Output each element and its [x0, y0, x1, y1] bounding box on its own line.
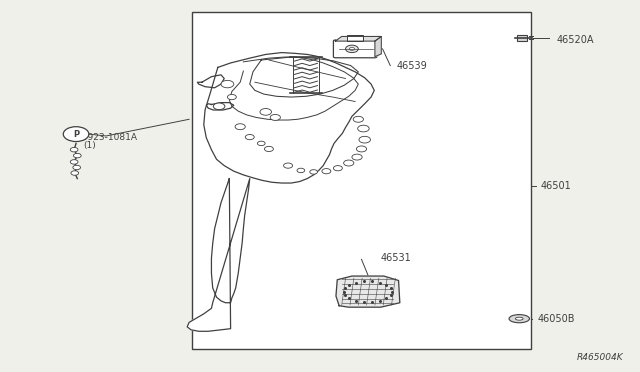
Text: 46501: 46501: [540, 181, 571, 191]
Circle shape: [63, 127, 89, 141]
Ellipse shape: [509, 315, 529, 323]
Circle shape: [356, 146, 367, 152]
Circle shape: [70, 160, 78, 164]
Polygon shape: [204, 52, 374, 183]
Text: R465004K: R465004K: [577, 353, 623, 362]
Circle shape: [352, 154, 362, 160]
Circle shape: [260, 109, 271, 115]
Polygon shape: [335, 36, 381, 41]
Text: 46520A: 46520A: [556, 35, 594, 45]
Circle shape: [213, 103, 225, 110]
FancyBboxPatch shape: [348, 35, 363, 41]
FancyBboxPatch shape: [333, 40, 377, 58]
Circle shape: [333, 166, 342, 171]
Polygon shape: [187, 179, 250, 331]
Circle shape: [322, 169, 331, 174]
Circle shape: [70, 147, 78, 152]
Text: (1): (1): [84, 141, 97, 150]
Circle shape: [310, 170, 317, 174]
Circle shape: [257, 141, 265, 145]
Circle shape: [353, 116, 364, 122]
Circle shape: [264, 146, 273, 151]
Text: 46539: 46539: [397, 61, 428, 71]
Circle shape: [359, 137, 371, 143]
Circle shape: [235, 124, 245, 130]
Circle shape: [245, 135, 254, 140]
Text: P: P: [73, 129, 79, 139]
Polygon shape: [336, 276, 400, 307]
Circle shape: [71, 171, 79, 175]
Circle shape: [221, 80, 234, 88]
Text: 46531: 46531: [381, 253, 412, 263]
Circle shape: [349, 47, 355, 50]
Circle shape: [297, 168, 305, 173]
FancyBboxPatch shape: [516, 35, 527, 41]
FancyBboxPatch shape: [192, 12, 531, 349]
Text: 00923-1081A: 00923-1081A: [76, 133, 137, 142]
Circle shape: [358, 125, 369, 132]
Circle shape: [344, 160, 354, 166]
Circle shape: [227, 94, 236, 100]
Circle shape: [74, 153, 81, 158]
Circle shape: [73, 165, 81, 170]
Circle shape: [346, 45, 358, 52]
Polygon shape: [197, 75, 224, 88]
Circle shape: [270, 115, 280, 121]
Polygon shape: [375, 36, 381, 57]
Polygon shape: [206, 103, 234, 110]
Text: 46050B: 46050B: [537, 314, 575, 324]
Ellipse shape: [515, 317, 523, 320]
Circle shape: [284, 163, 292, 168]
